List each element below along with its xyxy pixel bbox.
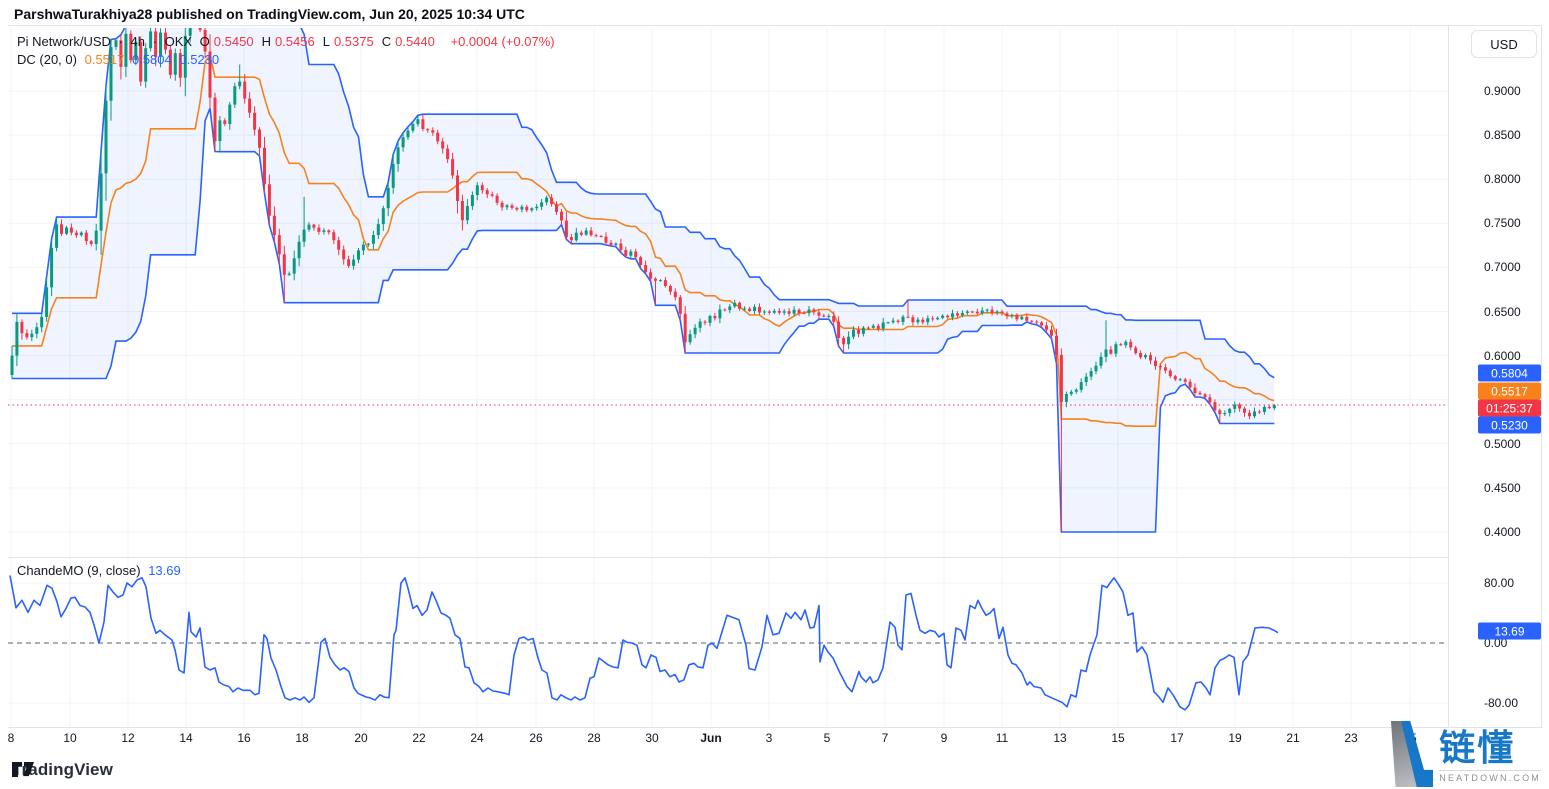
tradingview-logo-icon	[12, 762, 34, 778]
price-axis-badge: 01:25:37	[1478, 399, 1541, 417]
neatdown-brand-text: 链懂	[1439, 727, 1516, 768]
dc-lower-line	[12, 108, 1275, 533]
time-axis-separator	[8, 727, 1541, 728]
time-tick-label: 26	[529, 731, 543, 745]
dc-basis-value: 0.5517	[84, 52, 125, 67]
chart-right-border	[1541, 25, 1542, 728]
dc-fill	[12, 28, 1275, 532]
chandemo-label[interactable]: ChandeMO (9, close)	[17, 563, 141, 578]
price-tick-label: 0.4500	[1484, 481, 1521, 495]
tradingview-attribution[interactable]: TradingView	[12, 760, 113, 780]
symbol-title[interactable]: Pi Network/USD	[17, 34, 111, 49]
currency-toggle-button[interactable]: USD	[1471, 30, 1537, 58]
time-tick-label: 16	[237, 731, 251, 745]
chandemo-value: 13.69	[148, 563, 181, 578]
publish-attribution: ParshwaTurakhiya28 published on TradingV…	[14, 6, 525, 22]
dc-indicator-legend[interactable]: DC (20, 0) 0.5517 0.5804 0.5230	[17, 52, 223, 67]
dc-lower-value: 0.5230	[179, 52, 220, 67]
dc-label[interactable]: DC (20, 0)	[17, 52, 77, 67]
neatdown-watermark: 链懂 NEATDOWN.COM	[1387, 721, 1541, 787]
time-tick-label: 5	[823, 731, 831, 745]
price-tick-label: 0.4000	[1484, 525, 1521, 539]
dc-basis-line	[12, 53, 1275, 428]
time-tick-label: 13	[1053, 731, 1067, 745]
cmo-tick-label: -80.00	[1484, 696, 1519, 710]
time-tick-label: 19	[1228, 731, 1242, 745]
interval-label[interactable]: 4h	[130, 34, 145, 49]
time-tick-label: 18	[295, 731, 309, 745]
neatdown-domain-text: NEATDOWN.COM	[1439, 770, 1541, 783]
ohlc-item: H 0.5456	[261, 34, 315, 49]
change-value: +0.0004 (+0.07%)	[450, 34, 555, 49]
price-tick-label: 0.7500	[1484, 216, 1521, 230]
time-tick-label: 10	[63, 731, 77, 745]
time-tick-label: Jun	[700, 731, 722, 745]
dc-upper-line	[12, 28, 1275, 379]
price-axis-badge: 0.5230	[1478, 416, 1541, 434]
price-tick-label: 0.8000	[1484, 172, 1521, 186]
cmo-tick-label: 0.00	[1484, 636, 1508, 650]
price-axis-badge: 0.5517	[1478, 382, 1541, 400]
time-tick-label: 21	[1286, 731, 1300, 745]
legend-separator: ·	[152, 34, 157, 49]
time-tick-label: 28	[587, 731, 601, 745]
tradingview-logo-text: TradingView	[12, 760, 113, 779]
time-tick-label: 9	[940, 731, 948, 745]
price-tick-label: 0.6000	[1484, 349, 1521, 363]
exchange-label: OKX	[164, 34, 193, 49]
dc-upper-value: 0.5804	[131, 52, 172, 67]
time-tick-label: 11	[995, 731, 1009, 745]
time-tick-label: 15	[1111, 731, 1125, 745]
price-tick-label: 0.8500	[1484, 128, 1521, 142]
price-tick-label: 0.5000	[1484, 437, 1521, 451]
time-tick-label: 24	[470, 731, 484, 745]
pane-divider[interactable]	[8, 557, 1448, 558]
price-axis-badge: 0.5804	[1478, 364, 1541, 382]
price-axis-separator	[1448, 25, 1449, 728]
ohlc-item: L 0.5375	[322, 34, 374, 49]
chart-top-border	[8, 25, 1541, 26]
legend-separator: ·	[118, 34, 123, 49]
chandemo-indicator-legend[interactable]: ChandeMO (9, close) 13.69	[17, 563, 185, 578]
chandemo-line	[9, 575, 1279, 711]
ohlc-item: C 0.5440	[381, 34, 435, 49]
time-tick-label: 17	[1170, 731, 1184, 745]
time-tick-label: 7	[881, 731, 889, 745]
symbol-legend[interactable]: Pi Network/USD · 4h · OKX O 0.5450 H 0.5456…	[17, 34, 559, 49]
time-tick-label: 30	[645, 731, 659, 745]
time-tick-label: 3	[765, 731, 773, 745]
ohlc-values: O 0.5450 H 0.5456 L 0.5375 C 0.5440	[200, 34, 443, 49]
time-tick-label: 23	[1344, 731, 1358, 745]
price-tick-label: 0.9000	[1484, 84, 1521, 98]
time-tick-label: 20	[354, 731, 368, 745]
neatdown-logo-icon	[1387, 721, 1434, 787]
cmo-value-badge: 13.69	[1478, 622, 1541, 640]
price-tick-label: 0.7000	[1484, 260, 1521, 274]
time-tick-label: 8	[7, 731, 15, 745]
time-tick-label: 12	[121, 731, 135, 745]
price-tick-label: 0.6500	[1484, 305, 1521, 319]
ohlc-item: O 0.5450	[199, 34, 254, 49]
cmo-tick-label: 80.00	[1484, 576, 1515, 590]
time-tick-label: 22	[412, 731, 426, 745]
price-pane[interactable]	[8, 28, 1448, 556]
time-tick-label: 14	[179, 731, 193, 745]
chandemo-pane[interactable]	[8, 558, 1448, 727]
